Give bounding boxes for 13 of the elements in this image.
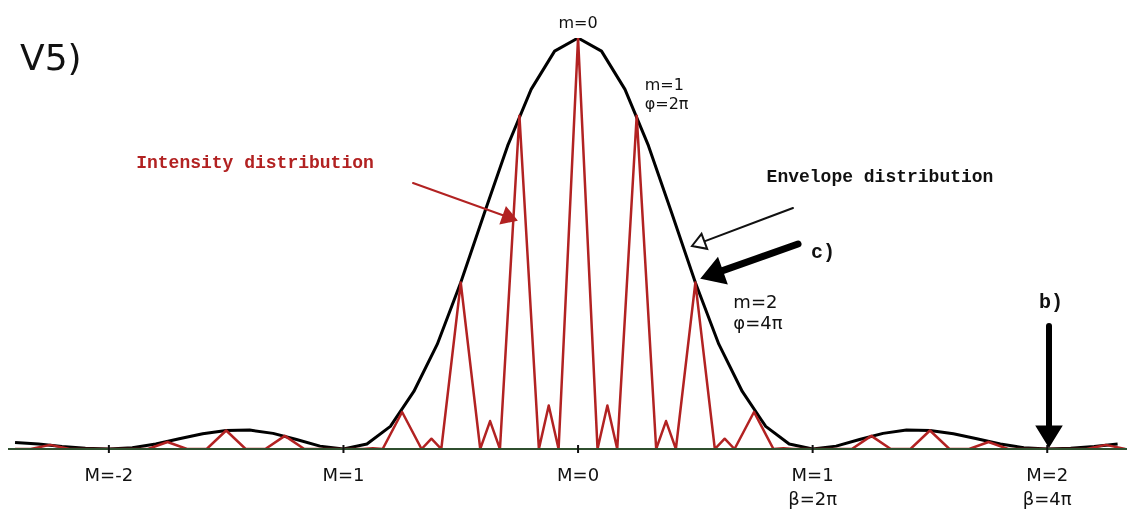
annotation: Envelope distribution <box>766 167 994 187</box>
x-tick-label: M=-2 <box>84 464 134 485</box>
annotation: m=2 φ=4π <box>733 290 783 334</box>
annotation: c) <box>810 241 836 264</box>
annotation: V5) <box>20 37 82 78</box>
x-tick-label: M=1 <box>322 464 365 485</box>
annotation: b) <box>1038 291 1064 314</box>
annotation: Intensity distribution <box>136 153 374 173</box>
x-tick-label: M=0 <box>557 464 600 485</box>
x-tick-label: M=2 β=4π <box>1022 464 1072 509</box>
annotation: m=0 <box>558 13 598 32</box>
x-tick-label: M=1 β=2π <box>788 464 838 509</box>
annotation: m=1 φ=2π <box>644 74 689 113</box>
